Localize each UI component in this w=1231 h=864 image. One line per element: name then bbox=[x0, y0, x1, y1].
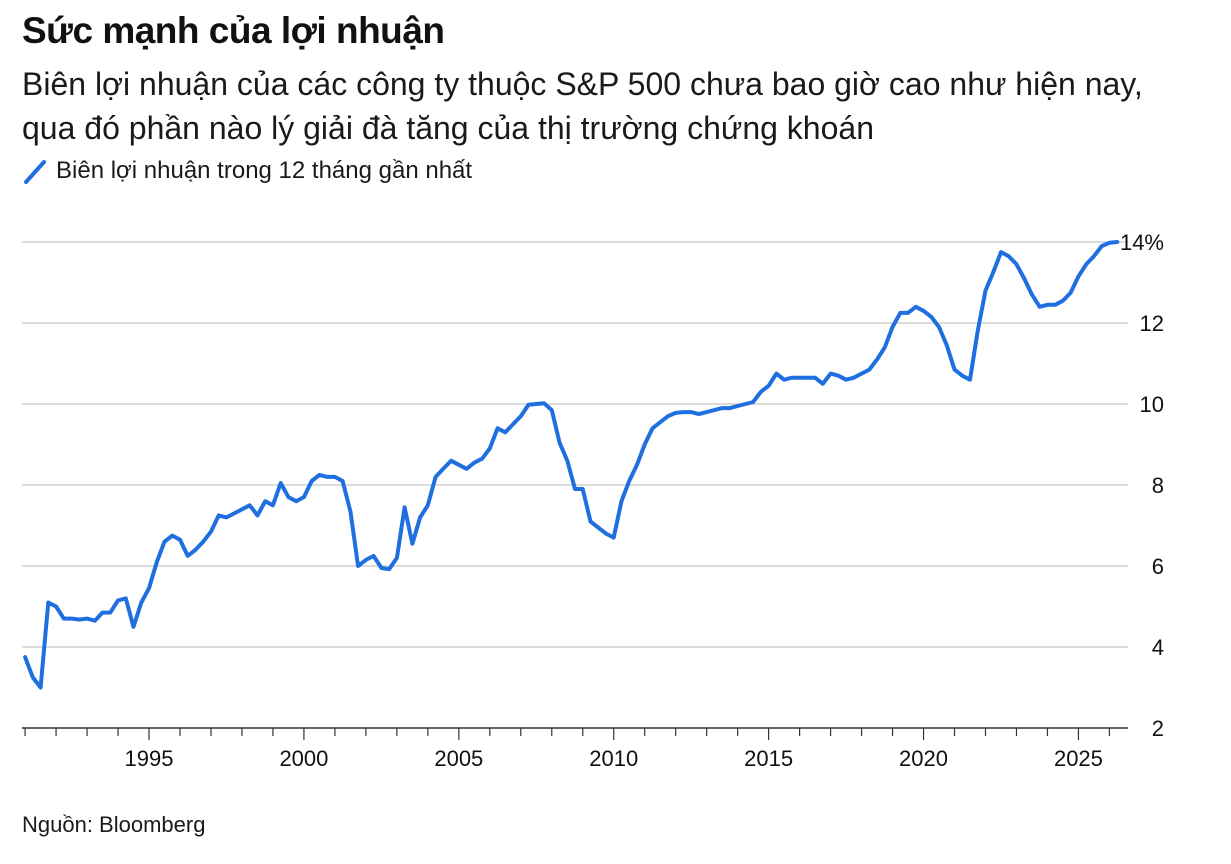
legend-line-icon bbox=[24, 160, 46, 184]
legend-label: Biên lợi nhuận trong 12 tháng gần nhất bbox=[56, 157, 473, 184]
x-tick-label: 2010 bbox=[589, 746, 638, 771]
x-tick-label: 2000 bbox=[279, 746, 328, 771]
chart-title: Sức mạnh của lợi nhuận bbox=[22, 10, 445, 51]
y-tick-label: 8 bbox=[1152, 473, 1164, 498]
x-tick-label: 2005 bbox=[434, 746, 483, 771]
chart-subtitle: Biên lợi nhuận của các công ty thuộc S&P… bbox=[22, 66, 1143, 146]
y-tick-label: 10 bbox=[1140, 392, 1164, 417]
source-note: Nguồn: Bloomberg bbox=[22, 812, 206, 837]
x-tick-label: 2020 bbox=[899, 746, 948, 771]
x-tick-label: 1995 bbox=[125, 746, 174, 771]
series-group bbox=[23, 240, 1120, 690]
y-tick-label: 2 bbox=[1152, 716, 1164, 741]
line-chart: 2 4 6 8 10 12 14% 1995 2000 2005 2010 2015 2020 2025 bbox=[22, 230, 1164, 771]
x-tick-label: 2025 bbox=[1054, 746, 1103, 771]
series-line-0 bbox=[23, 240, 1120, 690]
x-axis: 1995 2000 2005 2010 2015 2020 2025 bbox=[22, 727, 1128, 771]
y-tick-label: 4 bbox=[1152, 635, 1164, 660]
gridlines bbox=[22, 241, 1128, 648]
y-tick-label: 6 bbox=[1152, 554, 1164, 579]
y-tick-label: 12 bbox=[1140, 311, 1164, 336]
y-axis: 2 4 6 8 10 12 14% bbox=[1120, 230, 1164, 741]
x-tick-label: 2015 bbox=[744, 746, 793, 771]
y-tick-label: 14% bbox=[1120, 230, 1164, 255]
legend: Biên lợi nhuận trong 12 tháng gần nhất bbox=[22, 156, 472, 186]
